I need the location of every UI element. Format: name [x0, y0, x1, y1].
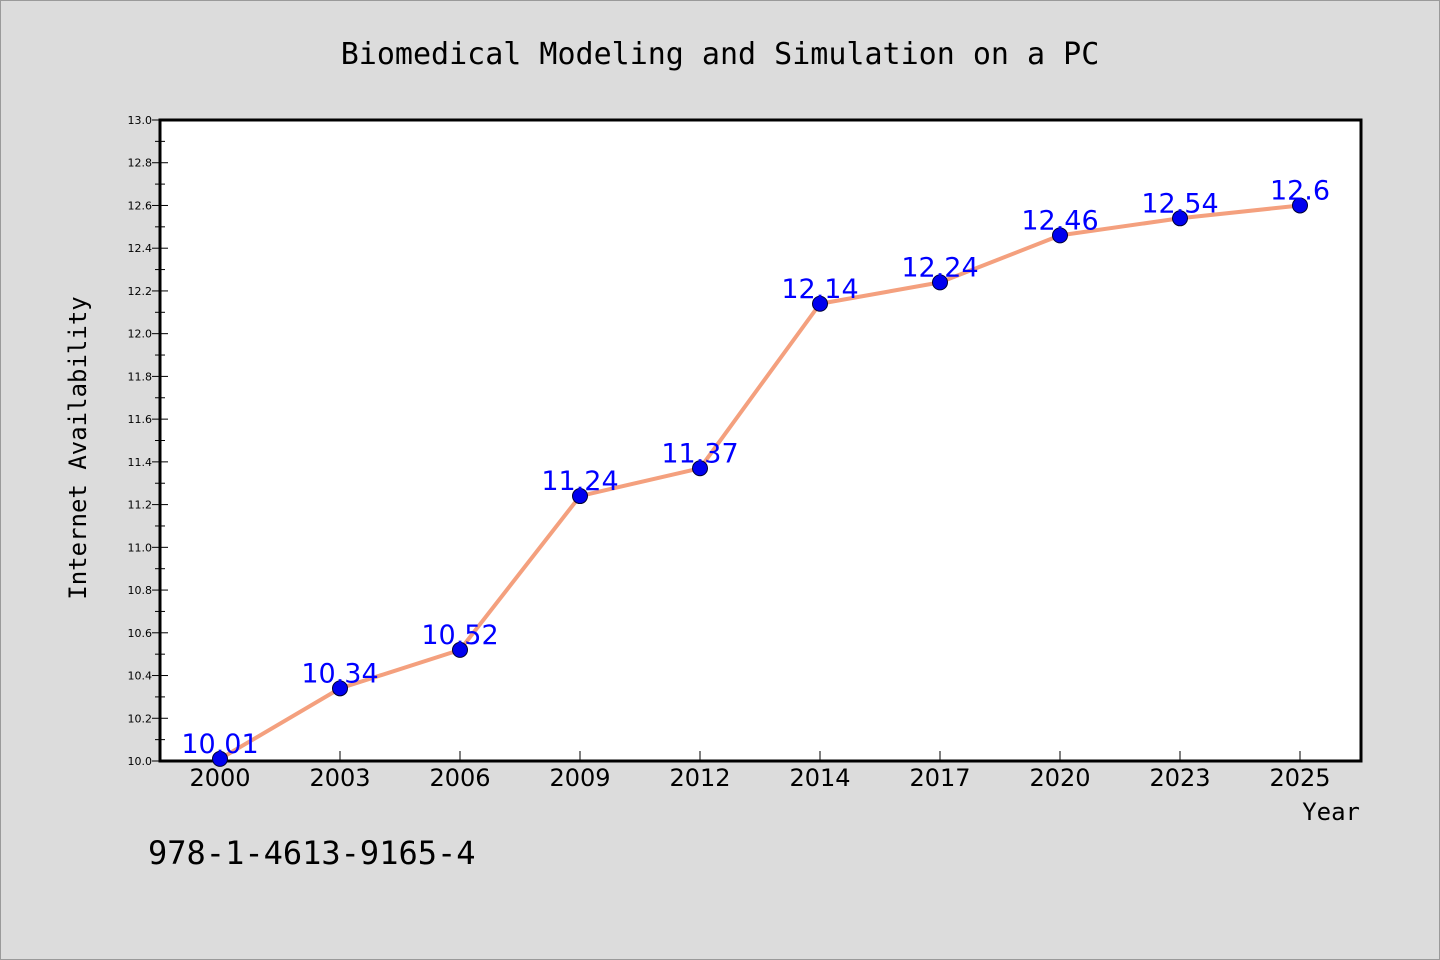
y-tick-label: 12.8 [128, 157, 153, 170]
data-point [1292, 197, 1308, 214]
data-point [452, 641, 468, 658]
y-tick-label: 10.0 [128, 755, 153, 768]
x-tick-label: 2017 [909, 764, 970, 792]
y-tick-label: 12.2 [128, 285, 153, 298]
y-tick-label: 12.4 [128, 242, 153, 255]
data-label: 12.46 [1021, 205, 1098, 236]
x-tick-label: 2012 [669, 764, 730, 792]
y-tick-label: 13.0 [128, 114, 153, 127]
data-label: 12.54 [1141, 188, 1218, 219]
y-tick-label: 10.4 [128, 670, 153, 683]
data-label: 11.24 [541, 466, 618, 497]
data-point [1172, 210, 1188, 227]
series-0 [212, 197, 1308, 767]
y-tick-label: 12.0 [128, 328, 153, 341]
y-tick-label: 11.6 [128, 413, 153, 426]
x-tick-label: 2020 [1029, 764, 1090, 792]
chart-title: Biomedical Modeling and Simulation on a … [341, 37, 1100, 72]
x-tick-label: 2009 [549, 764, 610, 792]
data-label: 10.34 [301, 658, 378, 689]
data-labels: 10.01 10.34 10.52 11.24 11.37 12.14 12.24 12.46… [181, 175, 1330, 759]
data-point [572, 488, 588, 505]
x-tick-label: 2025 [1269, 764, 1330, 792]
x-tick-label: 2006 [429, 764, 490, 792]
y-tick-label: 11.2 [128, 499, 153, 512]
y-tick-label: 11.0 [128, 541, 153, 554]
data-label: 12.6 [1270, 175, 1330, 206]
x-tick-label: 2003 [309, 764, 370, 792]
data-label: 11.37 [661, 438, 738, 469]
y-tick-label: 10.8 [128, 584, 153, 597]
data-label: 12.24 [901, 252, 978, 283]
data-label: 10.52 [421, 620, 498, 651]
y-axis: 10.0 10.2 10.4 10.6 10.8 11.0 11.2 11.4 11.6 11.8… [128, 114, 168, 768]
x-axis-label: Year [1302, 798, 1360, 826]
series-line [218, 203, 1302, 761]
data-point [932, 274, 948, 291]
y-tick-label: 12.6 [128, 199, 153, 212]
y-axis-label: Internet Availability [64, 296, 92, 599]
x-tick-label: 2000 [189, 764, 250, 792]
data-point [812, 295, 828, 312]
x-tick-label: 2023 [1149, 764, 1210, 792]
x-tick-label: 2014 [789, 764, 850, 792]
x-axis: 2000 2003 2006 2009 2012 2014 2017 2020 2023 2025 [189, 751, 1331, 792]
y-tick-label: 11.4 [128, 456, 153, 469]
data-point [212, 750, 228, 767]
data-label: 10.01 [181, 729, 258, 760]
y-tick-label: 10.2 [128, 712, 153, 725]
data-point [332, 680, 348, 697]
y-tick-label: 11.8 [128, 370, 153, 383]
isbn-footer: 978-1-4613-9165-4 [148, 834, 476, 872]
plot-area [158, 118, 1363, 763]
data-point [1052, 227, 1068, 244]
data-label: 12.14 [781, 274, 858, 305]
data-point [692, 460, 708, 477]
y-tick-label: 10.6 [128, 627, 153, 640]
